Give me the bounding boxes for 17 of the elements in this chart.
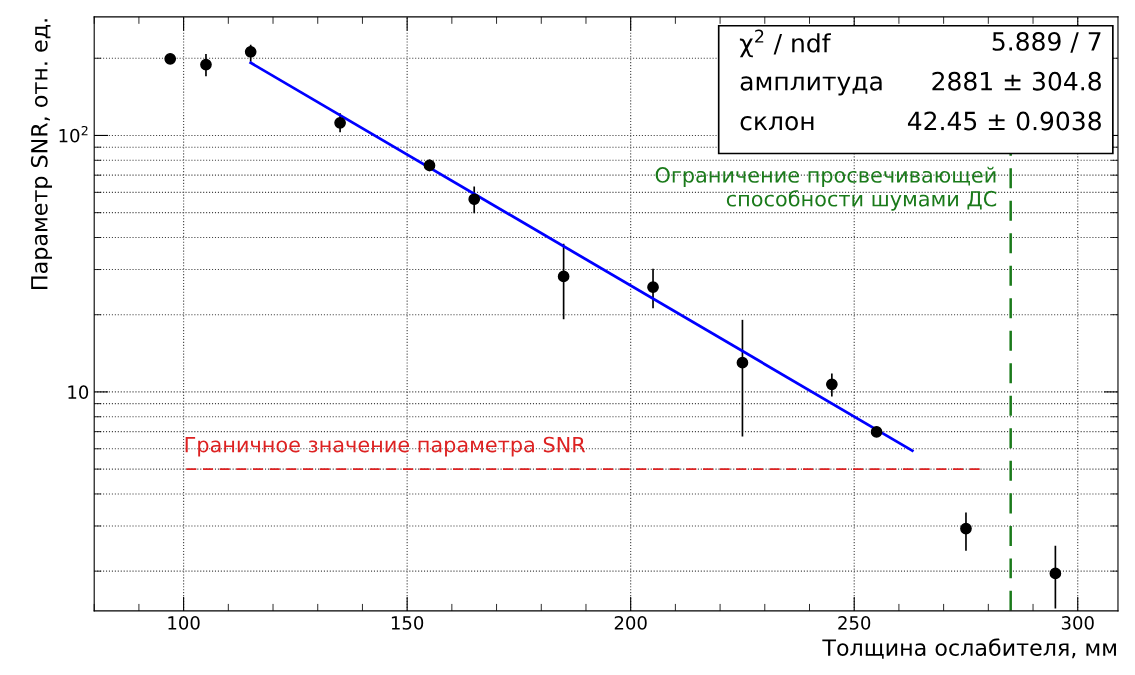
x-axis-title: Толщина ослабителя, мм (822, 638, 1116, 659)
x-tick-label: 300 (1061, 616, 1094, 630)
x-tick-label: 150 (391, 616, 424, 630)
annotation: 5.889 / 7 (992, 31, 1101, 53)
x-tick-label: 100 (168, 616, 200, 630)
ref-line-label: Ограничение просвечивающей способности шумами ДС (655, 166, 997, 211)
annotation: χ$^{2}$ / ndf (739, 29, 831, 58)
y-axis-title: Параметр SNR, отн. ед. (30, 19, 53, 289)
annotation: амплитуда (740, 76, 882, 96)
ref-line-label: Граничное значение параметра SNR (185, 436, 586, 457)
annotation: склон (740, 116, 814, 131)
x-tick-label: 200 (614, 616, 647, 630)
y-tick-label: 10$^{2}$ (59, 125, 88, 143)
annotation: 2881 ± 304.8 (932, 71, 1101, 91)
y-tick-label: 10 (68, 385, 89, 400)
x-tick-label: 250 (838, 616, 871, 630)
annotation: 42.45 ± 0.9038 (907, 111, 1101, 131)
